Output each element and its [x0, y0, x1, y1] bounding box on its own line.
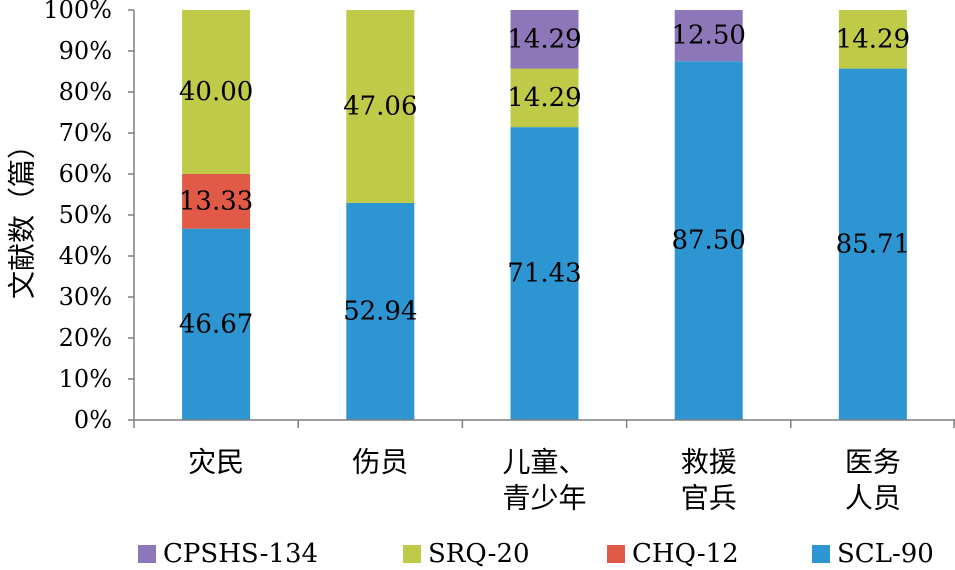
x-category-label: 灾民: [188, 446, 244, 479]
bar-segment: [182, 228, 251, 420]
bar-segment: [838, 68, 907, 421]
bar-segment: [346, 202, 415, 420]
legend-label: SCL-90: [837, 539, 934, 569]
legend-swatch: [403, 545, 421, 563]
y-axis-ticks: 0% 10% 20% 30% 40% 50% 60% 70% 80% 90% 100%: [43, 0, 112, 434]
bar-segment: [838, 10, 907, 69]
bar-data-label: 14.29: [836, 24, 910, 54]
y-tick-label: 0%: [74, 406, 112, 434]
bar-data-label: 14.29: [507, 24, 581, 54]
bar-data-label: 47.06: [343, 91, 417, 121]
bar-segment: [510, 68, 579, 128]
y-tick-label: 50%: [59, 201, 112, 229]
y-tick-label: 60%: [59, 160, 112, 188]
legend-swatch: [607, 545, 625, 563]
x-category-label: 医务: [845, 446, 901, 479]
x-category-label: 伤员: [352, 446, 408, 479]
legend-label: CHQ-12: [632, 539, 739, 569]
x-category-label: 青少年: [502, 482, 586, 515]
data-labels: 46.67 13.33 40.00 52.94 47.06 71.43 14.29 14.29…: [179, 21, 910, 340]
bar-data-label: 87.50: [671, 226, 745, 256]
y-tick-label: 80%: [59, 78, 112, 106]
axes: [128, 9, 955, 428]
bar-segment: [346, 10, 415, 203]
bar-data-label: 71.43: [507, 259, 581, 289]
y-tick-label: 90%: [59, 37, 112, 65]
bar-data-label: 46.67: [179, 309, 253, 339]
bar-segment: [182, 10, 251, 174]
bar-data-label: 40.00: [179, 77, 253, 107]
bar-segment: [674, 10, 743, 62]
legend-label: CPSHS-134: [163, 539, 318, 569]
y-tick-label: 40%: [59, 242, 112, 270]
bar-data-label: 85.71: [836, 229, 910, 259]
bar-data-label: 12.50: [671, 21, 745, 51]
bar-segment: [510, 9, 579, 69]
bars: [182, 9, 907, 421]
y-axis-label-group: 文献数（篇）: [6, 131, 39, 299]
bar-data-label: 13.33: [179, 186, 253, 216]
y-tick-label: 20%: [59, 324, 112, 352]
y-tick-label: 30%: [59, 283, 112, 311]
y-axis-label: 文献数（篇）: [6, 131, 39, 299]
x-category-label: 救援: [681, 446, 737, 479]
bar-data-label: 52.94: [343, 296, 417, 326]
y-tick-label: 100%: [43, 0, 112, 24]
bar-data-label: 14.29: [507, 83, 581, 113]
legend-swatch: [138, 545, 156, 563]
y-tick-label: 70%: [59, 119, 112, 147]
legend-swatch: [812, 545, 830, 563]
legend-label: SRQ-20: [428, 539, 530, 569]
bar-segment: [510, 127, 579, 421]
legend: CPSHS-134 SRQ-20 CHQ-12 SCL-90: [138, 539, 934, 569]
x-category-label: 儿童、: [502, 446, 586, 479]
y-tick-label: 10%: [59, 365, 112, 393]
x-category-label: 官兵: [681, 482, 737, 515]
x-category-label: 人员: [845, 482, 901, 515]
bar-segment: [674, 61, 743, 420]
bar-segment: [182, 174, 251, 229]
